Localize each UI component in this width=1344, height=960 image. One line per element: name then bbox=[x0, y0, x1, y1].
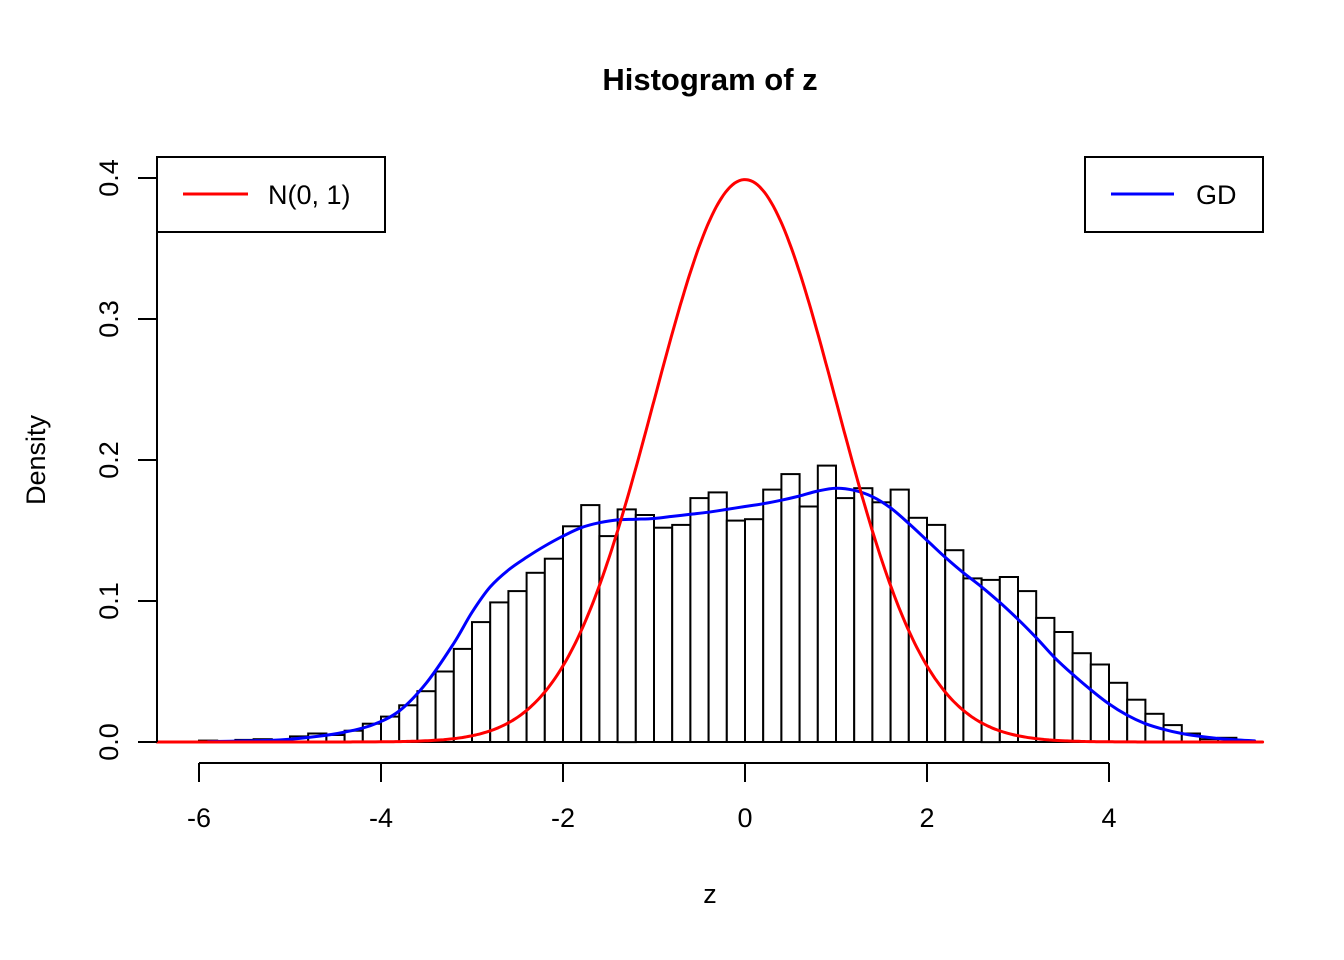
histogram-bar bbox=[835, 497, 856, 743]
histogram-bars bbox=[198, 464, 1238, 744]
normal-curve-path bbox=[155, 178, 1265, 744]
histogram-bar bbox=[889, 488, 910, 743]
histogram-bar bbox=[616, 508, 637, 744]
histogram-bar bbox=[489, 601, 510, 744]
histogram-bar bbox=[689, 497, 710, 743]
x-axis-label: z bbox=[703, 879, 717, 909]
y-axis-label: Density bbox=[21, 414, 51, 505]
histogram-bar bbox=[543, 557, 564, 744]
histogram-bar bbox=[744, 518, 765, 744]
x-axis: -6 -4 -2 0 2 4 bbox=[187, 762, 1117, 833]
histogram-bar bbox=[525, 571, 546, 743]
histogram-bar bbox=[780, 473, 801, 743]
histogram-bar bbox=[798, 505, 819, 743]
histogram-bar bbox=[944, 549, 965, 744]
histogram-bar bbox=[1035, 616, 1056, 744]
histogram-bar bbox=[926, 523, 947, 744]
y-tick-label: 0.4 bbox=[94, 159, 124, 197]
x-tick-label: 0 bbox=[737, 803, 752, 833]
histogram-bar bbox=[980, 578, 1001, 744]
histogram-bar bbox=[725, 519, 746, 743]
histogram-bar bbox=[416, 690, 437, 744]
histogram-bar bbox=[452, 647, 473, 744]
x-tick-label: 4 bbox=[1101, 803, 1116, 833]
x-tick-label: -4 bbox=[369, 803, 393, 833]
y-tick-label: 0.1 bbox=[94, 582, 124, 620]
histogram-bar bbox=[671, 523, 692, 744]
histogram-bar bbox=[907, 516, 928, 743]
histogram-bar bbox=[398, 704, 419, 743]
histogram-bar bbox=[1053, 631, 1074, 743]
histogram-bar bbox=[1071, 652, 1092, 744]
gd-density-curve bbox=[206, 486, 1257, 744]
histogram-bar bbox=[434, 670, 455, 743]
x-tick-label: 2 bbox=[919, 803, 934, 833]
histogram-bar bbox=[998, 576, 1019, 743]
plot-title: Histogram of z bbox=[602, 62, 817, 97]
histogram-bar bbox=[598, 535, 619, 743]
y-tick-label: 0.2 bbox=[94, 441, 124, 479]
histogram-bar bbox=[1017, 590, 1038, 743]
legend-normal-label: N(0, 1) bbox=[268, 180, 351, 210]
histogram-bar bbox=[762, 488, 783, 743]
x-tick-label: -6 bbox=[187, 803, 211, 833]
y-tick-label: 0.3 bbox=[94, 300, 124, 338]
legend-normal: N(0, 1) bbox=[156, 156, 386, 233]
y-tick-label: 0.0 bbox=[94, 723, 124, 761]
histogram-bar bbox=[471, 621, 492, 743]
histogram-bar bbox=[816, 464, 837, 743]
histogram-bar bbox=[653, 526, 674, 744]
histogram-bar bbox=[507, 590, 528, 743]
y-axis: 0.0 0.1 0.2 0.3 0.4 bbox=[94, 159, 158, 761]
legend-gd-label: GD bbox=[1196, 180, 1237, 210]
normal-curve bbox=[155, 178, 1265, 744]
legend-gd: GD bbox=[1084, 156, 1264, 233]
gd-curve-path bbox=[206, 486, 1257, 744]
histogram-bar bbox=[707, 491, 728, 743]
histogram-bar bbox=[634, 514, 655, 743]
x-tick-label: -2 bbox=[551, 803, 575, 833]
